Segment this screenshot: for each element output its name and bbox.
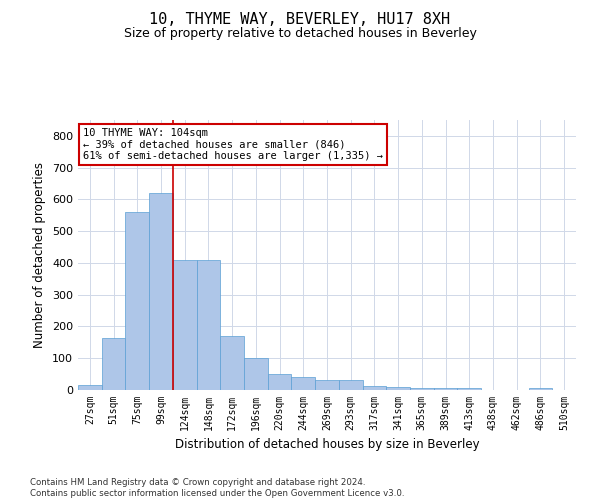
- Bar: [434, 388, 457, 390]
- Bar: [220, 336, 244, 390]
- Bar: [362, 386, 386, 390]
- Bar: [339, 380, 362, 390]
- Bar: [173, 260, 197, 390]
- Bar: [410, 388, 434, 390]
- Text: 10 THYME WAY: 104sqm
← 39% of detached houses are smaller (846)
61% of semi-deta: 10 THYME WAY: 104sqm ← 39% of detached h…: [83, 128, 383, 162]
- Text: Size of property relative to detached houses in Beverley: Size of property relative to detached ho…: [124, 28, 476, 40]
- Bar: [244, 358, 268, 390]
- Bar: [149, 193, 173, 390]
- Y-axis label: Number of detached properties: Number of detached properties: [34, 162, 46, 348]
- Bar: [457, 388, 481, 390]
- Text: Contains HM Land Registry data © Crown copyright and database right 2024.
Contai: Contains HM Land Registry data © Crown c…: [30, 478, 404, 498]
- Bar: [292, 378, 315, 390]
- Bar: [386, 387, 410, 390]
- Bar: [529, 388, 552, 390]
- X-axis label: Distribution of detached houses by size in Beverley: Distribution of detached houses by size …: [175, 438, 479, 452]
- Bar: [268, 374, 292, 390]
- Text: 10, THYME WAY, BEVERLEY, HU17 8XH: 10, THYME WAY, BEVERLEY, HU17 8XH: [149, 12, 451, 28]
- Bar: [78, 385, 102, 390]
- Bar: [197, 260, 220, 390]
- Bar: [315, 380, 339, 390]
- Bar: [102, 338, 125, 390]
- Bar: [125, 212, 149, 390]
